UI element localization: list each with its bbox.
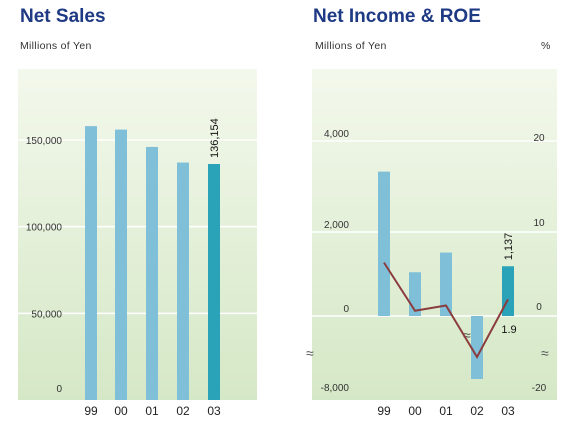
net-sales-category-label: 99	[84, 404, 98, 418]
roe-ytick-label: 10	[533, 218, 545, 229]
net-income-category-label: 00	[408, 404, 422, 418]
roe-unit: %	[541, 40, 551, 52]
net-sales-category-label: 01	[145, 404, 159, 418]
net-sales-ytick-label: 0	[56, 384, 62, 395]
roe-ytick-label: -20	[532, 383, 547, 394]
net-sales-category-label: 03	[207, 404, 221, 418]
net-income-unit: Millions of Yen	[315, 40, 387, 52]
bar-break-icon: ≈	[463, 327, 471, 343]
roe-ytick-label: 20	[533, 133, 545, 144]
net-income-plot-area	[312, 69, 557, 400]
net-sales-bar-01	[146, 146, 158, 400]
net-income-category-label: 99	[377, 404, 391, 418]
net-income-roe-title: Net Income & ROE	[313, 6, 481, 27]
net-sales-bar-00	[115, 129, 127, 400]
net-sales-ytick-label: 50,000	[31, 309, 62, 320]
net-income-bar-01	[440, 252, 452, 316]
net-income-ytick-label: -8,000	[321, 383, 350, 394]
net-income-category-label: 02	[470, 404, 484, 418]
net-income-data-label: 1,137	[503, 233, 515, 261]
net-income-ytick-label: 0	[343, 304, 349, 315]
net-sales-category-label: 02	[176, 404, 190, 418]
net-sales-bar-03	[208, 163, 220, 400]
net-sales-ytick-label: 150,000	[26, 136, 63, 147]
net-income-bar-02	[471, 316, 483, 379]
net-income-bar-99	[378, 171, 390, 316]
net-income-category-label: 01	[439, 404, 453, 418]
net-sales-bar-99	[85, 126, 97, 400]
roe-line	[383, 262, 509, 360]
net-sales-plot-area	[18, 69, 257, 400]
roe-ytick-label: 0	[536, 302, 542, 313]
net-sales-category-label: 00	[114, 404, 128, 418]
net-sales-data-label: 136,154	[209, 118, 221, 158]
net-sales-unit: Millions of Yen	[20, 40, 92, 52]
net-income-ytick-label: 4,000	[324, 129, 349, 140]
net-income-ytick-label: 2,000	[324, 220, 349, 231]
net-income-category-label: 03	[501, 404, 515, 418]
net-sales-bar-02	[177, 162, 189, 400]
net-sales-ytick-label: 100,000	[26, 223, 63, 234]
axis-break-right-icon: ≈	[541, 345, 549, 361]
net-sales-title: Net Sales	[20, 6, 106, 27]
roe-data-label: 1.9	[501, 324, 516, 336]
axis-break-left-icon: ≈	[306, 345, 314, 361]
